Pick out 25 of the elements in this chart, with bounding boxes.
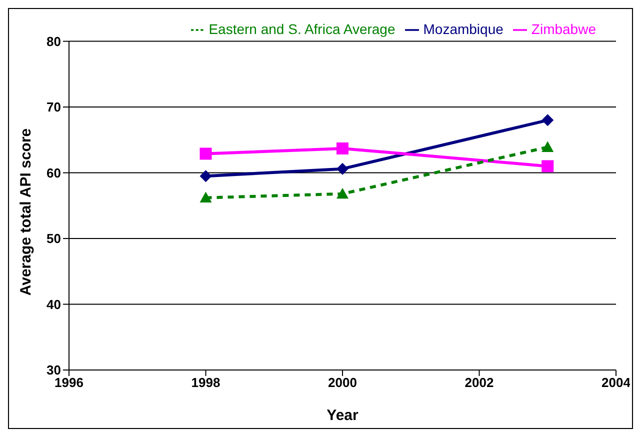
x-tick-label: 2004 xyxy=(602,375,632,390)
point xyxy=(336,142,348,154)
y-tick-label: 80 xyxy=(46,34,61,49)
y-axis-title: Average total API score xyxy=(17,128,34,296)
y-tick-label: 70 xyxy=(46,100,61,115)
point xyxy=(542,160,554,172)
x-axis-title: Year xyxy=(326,407,359,424)
point xyxy=(336,188,348,199)
point xyxy=(542,114,554,126)
y-tick-label: 40 xyxy=(46,296,61,312)
y-tick-label: 60 xyxy=(46,165,61,180)
x-tick-label: 1998 xyxy=(191,375,220,390)
point xyxy=(200,192,212,203)
point xyxy=(200,170,212,182)
point xyxy=(542,141,554,152)
point xyxy=(336,162,348,175)
x-tick-label: 2002 xyxy=(464,375,494,390)
point xyxy=(200,148,212,160)
x-tick-label: 1996 xyxy=(54,375,84,390)
x-tick-label: 2000 xyxy=(328,375,357,390)
y-tick-label: 50 xyxy=(46,231,61,246)
legend-label: Mozambique xyxy=(423,21,504,37)
legend-label: Zimbabwe xyxy=(531,21,596,37)
y-tick-label: 30 xyxy=(46,362,61,378)
legend-label: Eastern and S. Africa Average xyxy=(208,21,396,37)
